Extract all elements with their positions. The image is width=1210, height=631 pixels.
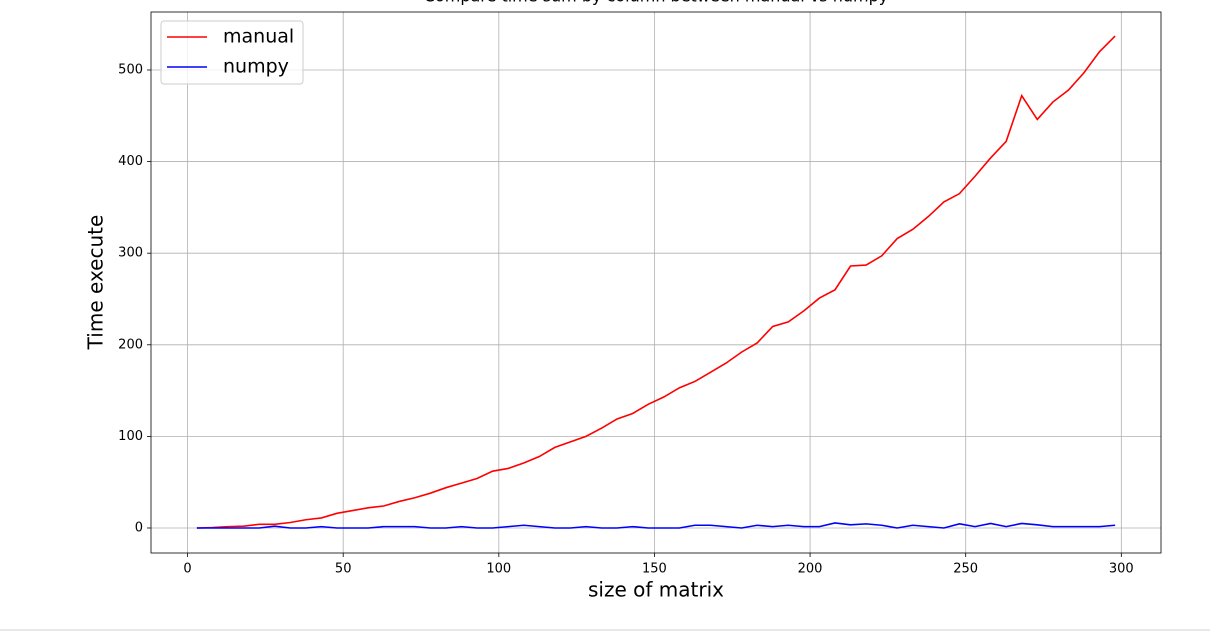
legend-label: manual	[223, 26, 294, 48]
x-tick-label: 0	[183, 562, 191, 577]
x-tick-label: 100	[486, 562, 511, 577]
x-axis-label: size of matrix	[588, 578, 724, 602]
chart-title: Compare time sum by column between manua…	[424, 0, 888, 6]
x-tick-label: 50	[335, 562, 352, 577]
y-tick-label: 0	[135, 520, 143, 535]
y-tick-label: 200	[118, 337, 143, 352]
x-tick-label: 150	[642, 562, 667, 577]
legend: manual numpy	[160, 20, 304, 85]
bottom-strip	[0, 629, 1210, 631]
y-tick-label: 500	[118, 62, 143, 77]
x-tick-label: 200	[798, 562, 823, 577]
plot-frame	[150, 11, 1162, 554]
line-series	[196, 35, 1116, 529]
y-tick-label: 100	[118, 429, 143, 444]
legend-label: numpy	[223, 56, 289, 78]
x-tick-label: 250	[953, 562, 978, 577]
y-axis-label: Time execute	[84, 215, 108, 351]
x-tick-label: 300	[1109, 562, 1134, 577]
line-series	[196, 522, 1116, 529]
y-tick-label: 400	[118, 154, 143, 169]
y-tick-label: 300	[118, 246, 143, 261]
